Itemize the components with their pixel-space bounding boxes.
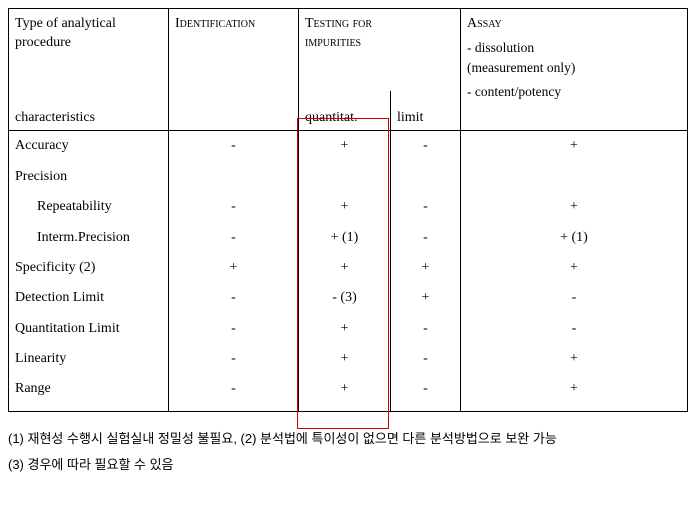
header-impurities: impurities (305, 35, 361, 50)
table-row: Precision (9, 162, 688, 192)
cell-id: - (169, 223, 299, 253)
header-limit: limit (391, 91, 461, 130)
header-quantitat: quantitat. (299, 91, 391, 130)
cell-quant: + (299, 344, 391, 374)
validation-table-container: Type of analytical procedure characteris… (8, 8, 687, 412)
cell-quant (299, 162, 391, 192)
cell-quant: + (1) (299, 223, 391, 253)
cell-quant: + (299, 374, 391, 411)
cell-quant: - (3) (299, 283, 391, 313)
row-label: Range (9, 374, 169, 411)
header-type-bottom: procedure (15, 35, 71, 50)
cell-quant: + (299, 253, 391, 283)
cell-id: - (169, 131, 299, 162)
table-row: Quantitation Limit - + - - (9, 314, 688, 344)
cell-id: - (169, 192, 299, 222)
table-row: Linearity - + - + (9, 344, 688, 374)
cell-limit: + (391, 283, 461, 313)
table-row: Detection Limit - - (3) + - (9, 283, 688, 313)
cell-assay: + (461, 253, 688, 283)
header-assay-sub1: - dissolution (467, 38, 681, 58)
table-row: Repeatability - + - + (9, 192, 688, 222)
header-identification: Identification (169, 9, 299, 131)
cell-limit (391, 162, 461, 192)
cell-assay: + (461, 344, 688, 374)
validation-table: Type of analytical procedure characteris… (8, 8, 688, 412)
row-label: Accuracy (9, 131, 169, 162)
cell-id: + (169, 253, 299, 283)
cell-limit: - (391, 314, 461, 344)
cell-assay: + (1) (461, 223, 688, 253)
header-assay: Assay - dissolution (measurement only) -… (461, 9, 688, 131)
header-testing-impurities: Testing for impurities (299, 9, 461, 92)
header-assay-title: Assay (467, 16, 502, 31)
footnotes: (1) 재현성 수행시 실험실내 정밀성 불필요, (2) 분석법에 특이성이 … (8, 426, 687, 478)
footnote-1-2: (1) 재현성 수행시 실험실내 정밀성 불필요, (2) 분석법에 특이성이 … (8, 426, 687, 452)
cell-limit: + (391, 253, 461, 283)
header-testing-for: Testing for (305, 16, 372, 31)
table-row: Range - + - + (9, 374, 688, 411)
cell-limit: - (391, 374, 461, 411)
cell-assay: + (461, 374, 688, 411)
row-label: Repeatability (9, 192, 169, 222)
row-label: Detection Limit (9, 283, 169, 313)
table-row: Specificity (2) + + + + (9, 253, 688, 283)
header-assay-sub2: (measurement only) (467, 58, 681, 78)
header-characteristics: characteristics (15, 110, 95, 125)
cell-assay: + (461, 131, 688, 162)
row-label: Linearity (9, 344, 169, 374)
footnote-3: (3) 경우에 따라 필요할 수 있음 (8, 452, 687, 478)
cell-id: - (169, 374, 299, 411)
cell-assay (461, 162, 688, 192)
cell-limit: - (391, 344, 461, 374)
cell-id: - (169, 283, 299, 313)
row-label: Specificity (2) (9, 253, 169, 283)
cell-id: - (169, 344, 299, 374)
cell-quant: + (299, 314, 391, 344)
cell-limit: - (391, 131, 461, 162)
cell-quant: + (299, 131, 391, 162)
row-label: Interm.Precision (9, 223, 169, 253)
cell-id (169, 162, 299, 192)
row-label-indent: Interm.Precision (15, 227, 130, 249)
table-row: Accuracy - + - + (9, 131, 688, 162)
cell-limit: - (391, 223, 461, 253)
cell-assay: - (461, 314, 688, 344)
cell-quant: + (299, 192, 391, 222)
cell-id: - (169, 314, 299, 344)
cell-assay: - (461, 283, 688, 313)
cell-assay: + (461, 192, 688, 222)
header-type-top: Type of analytical (15, 16, 116, 31)
row-label: Quantitation Limit (9, 314, 169, 344)
cell-limit: - (391, 192, 461, 222)
header-assay-sub3: - content/potency (467, 82, 681, 102)
header-type-characteristics: Type of analytical procedure characteris… (9, 9, 169, 131)
table-row: Interm.Precision - + (1) - + (1) (9, 223, 688, 253)
row-label-indent: Repeatability (15, 196, 112, 218)
row-label: Precision (9, 162, 169, 192)
